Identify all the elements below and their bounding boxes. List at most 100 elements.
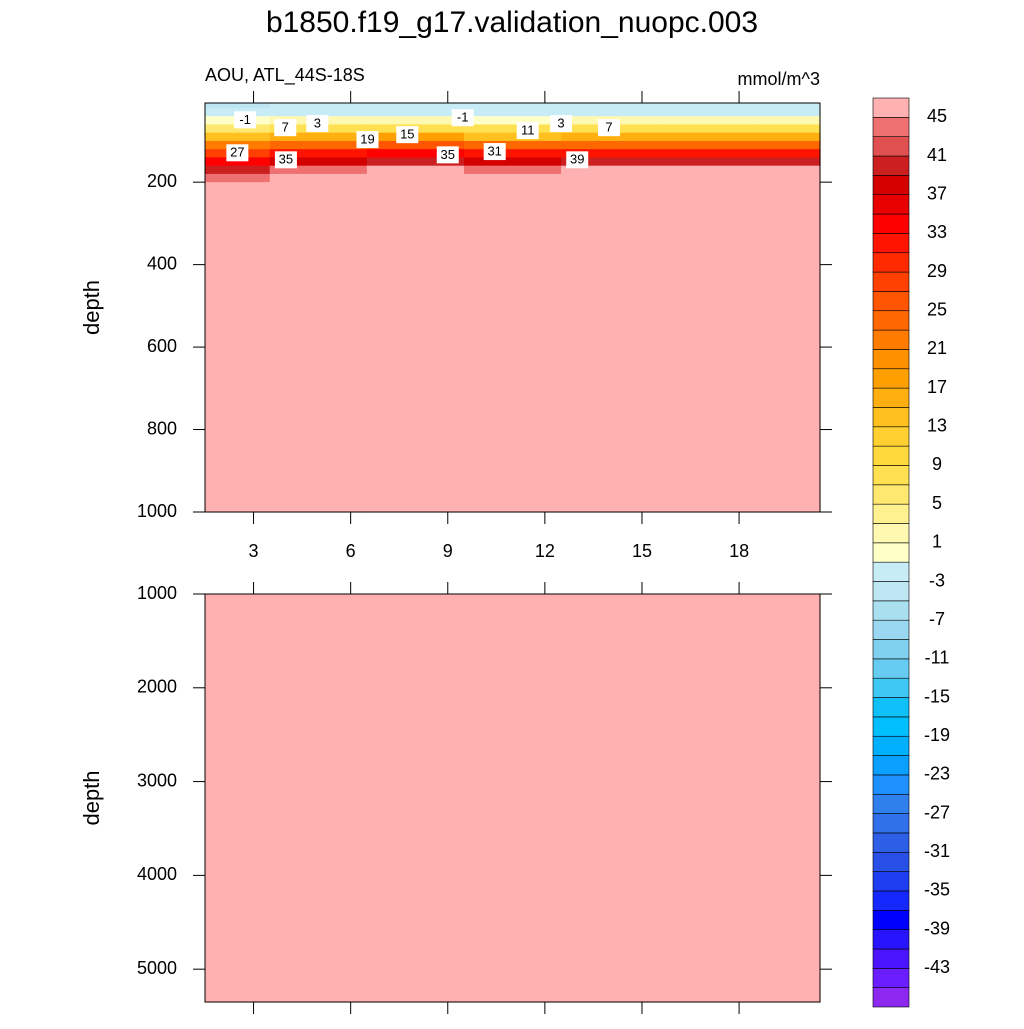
colorbar-box bbox=[872, 117, 910, 137]
contour-cell bbox=[205, 103, 271, 109]
colorbar-box bbox=[872, 677, 910, 698]
colorbar-box bbox=[872, 368, 910, 389]
colorbar-box bbox=[872, 561, 910, 582]
contour-label-box bbox=[436, 146, 459, 164]
colorbar-box bbox=[872, 136, 910, 157]
contour-cell bbox=[269, 594, 368, 689]
colorbar-label: 1 bbox=[932, 532, 942, 552]
y-tick-label: 600 bbox=[147, 336, 177, 356]
contour-cell bbox=[366, 875, 465, 1003]
colorbar-label: -43 bbox=[924, 957, 950, 977]
colorbar-box bbox=[872, 97, 910, 118]
contour-cell bbox=[561, 594, 659, 689]
contour-cell bbox=[755, 182, 821, 227]
contour-cell bbox=[658, 182, 756, 227]
colorbar-label: -27 bbox=[924, 802, 950, 822]
contour-cell bbox=[205, 388, 271, 513]
contour-cell bbox=[755, 594, 821, 689]
y-tick-label: 3000 bbox=[137, 770, 177, 790]
contour-cell bbox=[658, 149, 756, 159]
colorbar-box bbox=[872, 155, 910, 176]
colorbar-box bbox=[872, 929, 910, 950]
colorbar-label: 41 bbox=[927, 145, 947, 165]
colorbar-label: 17 bbox=[927, 377, 947, 397]
contour-cell bbox=[463, 182, 562, 227]
contour-cell bbox=[463, 165, 562, 175]
contour-label-box bbox=[356, 131, 379, 149]
colorbar-box bbox=[872, 426, 910, 447]
contour-cell bbox=[366, 103, 465, 109]
contour-cell bbox=[366, 157, 465, 167]
contour-cell bbox=[561, 687, 659, 876]
contour-cell bbox=[755, 149, 821, 159]
contour-cell bbox=[755, 165, 821, 175]
contour-cell bbox=[366, 116, 465, 126]
contour-cell bbox=[269, 225, 368, 389]
contour-cell bbox=[658, 165, 756, 175]
contour-cell bbox=[366, 149, 465, 159]
contour-cell bbox=[463, 687, 562, 876]
contour-cell bbox=[463, 157, 562, 167]
contour-cell bbox=[269, 107, 368, 117]
contour-cell bbox=[755, 157, 821, 167]
colorbar-label: -39 bbox=[924, 918, 950, 938]
contour-label: 31 bbox=[487, 144, 501, 159]
colorbar-box bbox=[872, 774, 910, 795]
contour-label-box bbox=[226, 144, 249, 162]
contour-cell bbox=[366, 182, 465, 227]
colorbar-label: 9 bbox=[932, 454, 942, 474]
colorbar-label: -15 bbox=[924, 686, 950, 706]
contour-cell bbox=[205, 124, 271, 134]
contour-cell bbox=[561, 149, 659, 159]
contour-cell bbox=[269, 140, 368, 150]
colorbar-box bbox=[872, 310, 910, 331]
contour-cell bbox=[366, 140, 465, 150]
contour-cell bbox=[269, 875, 368, 1003]
colorbar-box bbox=[872, 793, 910, 814]
x-tick-label: 15 bbox=[632, 541, 652, 561]
y-axis-label: depth bbox=[79, 770, 104, 825]
colorbar-label: 13 bbox=[927, 416, 947, 436]
contour-cell bbox=[561, 388, 659, 513]
x-tick-label: 6 bbox=[346, 541, 356, 561]
y-tick-label: 2000 bbox=[137, 677, 177, 697]
contour-cell bbox=[658, 103, 756, 109]
contour-cell bbox=[366, 225, 465, 389]
contour-cell bbox=[205, 875, 271, 1003]
colorbar-label: -35 bbox=[924, 880, 950, 900]
contour-cell bbox=[658, 140, 756, 150]
contour-cell bbox=[205, 225, 271, 389]
contour-label: 3 bbox=[557, 115, 564, 130]
y-tick-label: 800 bbox=[147, 418, 177, 438]
contour-cell bbox=[269, 687, 368, 876]
colorbar-box bbox=[872, 271, 910, 292]
contour-cell bbox=[205, 182, 271, 227]
colorbar-label: -19 bbox=[924, 725, 950, 745]
contour-cell bbox=[269, 173, 368, 183]
contour-label-box bbox=[274, 119, 297, 137]
contour-cell bbox=[205, 594, 271, 689]
colorbar-label: 21 bbox=[927, 338, 947, 358]
contour-cell bbox=[561, 225, 659, 389]
colorbar-label: 33 bbox=[927, 222, 947, 242]
contour-cell bbox=[463, 116, 562, 126]
contour-cell bbox=[269, 157, 368, 167]
contour-cell bbox=[658, 173, 756, 183]
contour-cell bbox=[755, 173, 821, 183]
contour-cell bbox=[463, 149, 562, 159]
contour-label: 39 bbox=[570, 152, 584, 167]
contour-label-box bbox=[566, 151, 589, 169]
contour-label-box bbox=[550, 115, 573, 133]
x-tick-label: 18 bbox=[729, 541, 749, 561]
contour-cell bbox=[463, 173, 562, 183]
y-tick-label: 1000 bbox=[137, 583, 177, 603]
colorbar-box bbox=[872, 465, 910, 486]
colorbar-box bbox=[872, 233, 910, 254]
contour-label: 35 bbox=[441, 147, 455, 162]
colorbar-box bbox=[872, 329, 910, 350]
contour-cell bbox=[755, 875, 821, 1003]
y-tick-label: 5000 bbox=[137, 958, 177, 978]
colorbar-box bbox=[872, 716, 910, 737]
colorbar-box bbox=[872, 523, 910, 544]
colorbar-box bbox=[872, 213, 910, 234]
